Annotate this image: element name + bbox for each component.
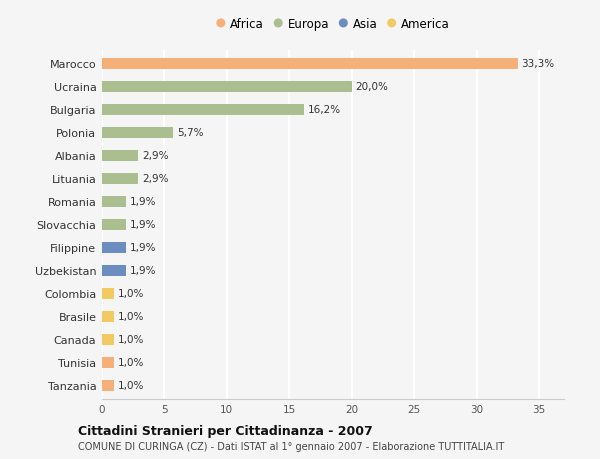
Bar <box>102 289 115 299</box>
Bar <box>102 220 126 230</box>
Legend: Africa, Europa, Asia, America: Africa, Europa, Asia, America <box>216 18 450 31</box>
Bar <box>102 59 518 69</box>
Text: 1,9%: 1,9% <box>130 243 156 253</box>
Text: 1,0%: 1,0% <box>118 312 145 322</box>
Bar <box>102 358 115 368</box>
Bar <box>102 128 173 138</box>
Text: 1,0%: 1,0% <box>118 335 145 345</box>
Text: 20,0%: 20,0% <box>355 82 388 92</box>
Bar <box>102 381 115 391</box>
Text: 33,3%: 33,3% <box>521 59 554 69</box>
Bar <box>102 243 126 253</box>
Text: 1,9%: 1,9% <box>130 220 156 230</box>
Bar <box>102 266 126 276</box>
Text: 1,0%: 1,0% <box>118 381 145 391</box>
Text: 1,9%: 1,9% <box>130 266 156 276</box>
Text: COMUNE DI CURINGA (CZ) - Dati ISTAT al 1° gennaio 2007 - Elaborazione TUTTITALIA: COMUNE DI CURINGA (CZ) - Dati ISTAT al 1… <box>78 441 504 451</box>
Bar <box>102 312 115 322</box>
Bar <box>102 335 115 345</box>
Text: 2,9%: 2,9% <box>142 174 169 184</box>
Text: 16,2%: 16,2% <box>308 105 341 115</box>
Text: Cittadini Stranieri per Cittadinanza - 2007: Cittadini Stranieri per Cittadinanza - 2… <box>78 424 373 437</box>
Text: 5,7%: 5,7% <box>177 128 203 138</box>
Text: 2,9%: 2,9% <box>142 151 169 161</box>
Bar <box>102 82 352 92</box>
Bar <box>102 197 126 207</box>
Text: 1,9%: 1,9% <box>130 197 156 207</box>
Text: 1,0%: 1,0% <box>118 358 145 368</box>
Bar <box>102 174 138 184</box>
Text: 1,0%: 1,0% <box>118 289 145 299</box>
Bar <box>102 105 304 115</box>
Bar <box>102 151 138 161</box>
